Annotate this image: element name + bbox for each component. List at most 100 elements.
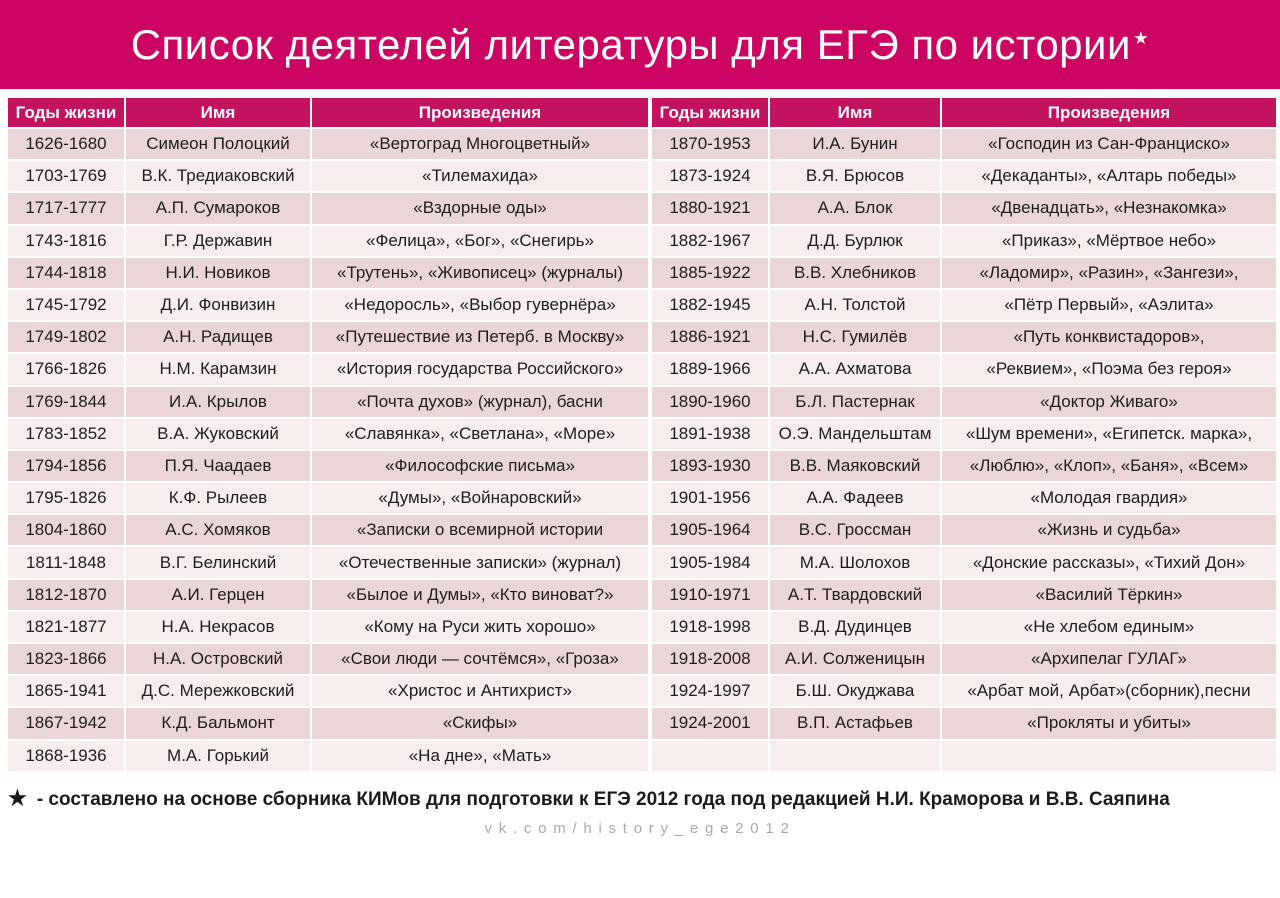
name-cell: Б.Ш. Окуджава [768,674,942,709]
column-header-works: Произведения [310,96,650,129]
works-cell: «Вздорные оды» [310,191,650,226]
footnote: ★ - составлено на основе сборника КИМов д… [8,786,1280,811]
table-row: 1918-2008 А.И. Солженицын «Архипелаг ГУЛАГ… [650,641,1278,677]
works-cell: «Пётр Первый», «Аэлита» [940,287,1278,323]
works-cell: «Кому на Руси жить хорошо» [310,609,650,645]
column-header-name: Имя [768,96,942,129]
column-header-works: Произведения [940,96,1278,129]
name-cell: Н.И. Новиков [124,255,312,290]
years-cell: 1865-1941 [6,674,126,709]
table-row: 1812-1870 А.И. Герцен «Былое и Думы», «Кто… [6,577,650,612]
table-row: 1744-1818 Н.И. Новиков «Трутень», «Живопис… [6,255,650,290]
name-cell: М.А. Шолохов [768,545,942,580]
name-cell: М.А. Горький [124,738,312,773]
table-row: 1924-2001 В.П. Астафьев «Прокляты и убиты» [650,706,1278,741]
table-row: 1901-1956 А.А. Фадеев «Молодая гвардия» [650,481,1278,516]
header-row: Годы жизни Имя Произведения [6,96,650,129]
years-cell: 1918-1998 [650,609,770,645]
years-cell: 1745-1792 [6,287,126,323]
name-cell: А.Н. Толстой [768,287,942,323]
works-cell: «Приказ», «Мёртвое небо» [940,223,1278,258]
table-row: 1823-1866 Н.А. Островский «Свои люди — соч… [6,641,650,677]
literature-table-left: Годы жизни Имя Произведения 1626-1680 Сим… [6,96,650,773]
works-cell: «Ладомир», «Разин», «Зангези», [940,255,1278,290]
years-cell [650,738,770,773]
name-cell: А.П. Сумароков [124,191,312,226]
works-cell: «Не хлебом единым» [940,609,1278,645]
table-row: 1893-1930 В.В. Маяковский «Люблю», «Клоп»,… [650,448,1278,484]
table-row: 1910-1971 А.Т. Твардовский «Василий Тёркин… [650,577,1278,612]
name-cell: А.И. Солженицын [768,641,942,677]
works-cell: «Почта духов» (журнал), басни [310,384,650,419]
years-cell: 1626-1680 [6,126,126,162]
years-cell: 1924-1997 [650,674,770,709]
works-cell: «Прокляты и убиты» [940,706,1278,741]
works-cell: «Недоросль», «Выбор гувернёра» [310,287,650,323]
years-cell: 1910-1971 [650,577,770,612]
years-cell: 1873-1924 [650,159,770,194]
years-cell: 1918-2008 [650,641,770,677]
name-cell: А.С. Хомяков [124,513,312,548]
years-cell: 1717-1777 [6,191,126,226]
table-row: 1865-1941 Д.С. Мережковский «Христос и Ант… [6,674,650,709]
footnote-text: - составлено на основе сборника КИМов дл… [36,788,1170,810]
works-cell: «Архипелаг ГУЛАГ» [940,641,1278,677]
table-row: 1889-1966 А.А. Ахматова «Реквием», «Поэма … [650,352,1278,387]
title-banner: Список деятелей литературы для ЕГЭ по ис… [0,0,1280,89]
works-cell: «Реквием», «Поэма без героя» [940,352,1278,387]
years-cell: 1889-1966 [650,352,770,387]
name-cell: Симеон Полоцкий [124,126,312,162]
table-row: 1886-1921 Н.С. Гумилёв «Путь конквистадоро… [650,320,1278,355]
name-cell: А.А. Блок [768,191,942,226]
name-cell: А.А. Фадеев [768,481,942,516]
years-cell: 1821-1877 [6,609,126,645]
name-cell: В.К. Тредиаковский [124,159,312,194]
works-cell: «Господин из Сан-Франциско» [940,126,1278,162]
table-row: 1924-1997 Б.Ш. Окуджава «Арбат мой, Арбат»… [650,674,1278,709]
years-cell: 1893-1930 [650,448,770,484]
table-row: 1905-1964 В.С. Гроссман «Жизнь и судьба» [650,513,1278,548]
works-cell: «Молодая гвардия» [940,481,1278,516]
table-row: 1717-1777 А.П. Сумароков «Вздорные оды» [6,191,650,226]
years-cell: 1804-1860 [6,513,126,548]
name-cell: И.А. Бунин [768,126,942,162]
name-cell: А.И. Герцен [124,577,312,612]
name-cell [768,738,942,773]
table-row: 1811-1848 В.Г. Белинский «Отечественные за… [6,545,650,580]
name-cell: И.А. Крылов [124,384,312,419]
name-cell: В.Г. Белинский [124,545,312,580]
name-cell: А.Т. Твардовский [768,577,942,612]
name-cell: Н.М. Карамзин [124,352,312,387]
years-cell: 1794-1856 [6,448,126,484]
name-cell: В.Я. Брюсов [768,159,942,194]
column-header-years: Годы жизни [650,96,770,129]
works-cell: «Отечественные записки» (журнал) [310,545,650,580]
table-row: 1743-1816 Г.Р. Державин «Фелица», «Бог», «… [6,223,650,258]
works-cell: «Былое и Думы», «Кто виноват?» [310,577,650,612]
works-cell: «Люблю», «Клоп», «Баня», «Всем» [940,448,1278,484]
name-cell: Н.С. Гумилёв [768,320,942,355]
works-cell: «Доктор Живаго» [940,384,1278,419]
works-cell: «Фелица», «Бог», «Снегирь» [310,223,650,258]
table-row: 1795-1826 К.Ф. Рылеев «Думы», «Войнаровски… [6,481,650,516]
works-cell: «Декаданты», «Алтарь победы» [940,159,1278,194]
table-row: 1769-1844 И.А. Крылов «Почта духов» (журна… [6,384,650,419]
star-icon: ★ [1132,27,1150,48]
table-row: 1867-1942 К.Д. Бальмонт «Скифы» [6,706,650,741]
table-row: 1821-1877 Н.А. Некрасов «Кому на Руси жить… [6,609,650,645]
tables-container: Годы жизни Имя Произведения 1626-1680 Сим… [6,96,1278,773]
works-cell: «Тилемахида» [310,159,650,194]
years-cell: 1880-1921 [650,191,770,226]
years-cell: 1744-1818 [6,255,126,290]
years-cell: 1743-1816 [6,223,126,258]
literature-table-right: Годы жизни Имя Произведения 1870-1953 И.А… [650,96,1278,773]
name-cell: К.Д. Бальмонт [124,706,312,741]
table-row: 1882-1945 А.Н. Толстой «Пётр Первый», «Аэл… [650,287,1278,323]
years-cell: 1924-2001 [650,706,770,741]
table-row: 1891-1938 О.Э. Мандельштам «Шум времени», … [650,416,1278,451]
footnote-star-icon: ★ [8,786,27,810]
table-row: 1918-1998 В.Д. Дудинцев «Не хлебом единым» [650,609,1278,645]
years-cell: 1867-1942 [6,706,126,741]
works-cell: «Путь конквистадоров», [940,320,1278,355]
name-cell: Г.Р. Державин [124,223,312,258]
